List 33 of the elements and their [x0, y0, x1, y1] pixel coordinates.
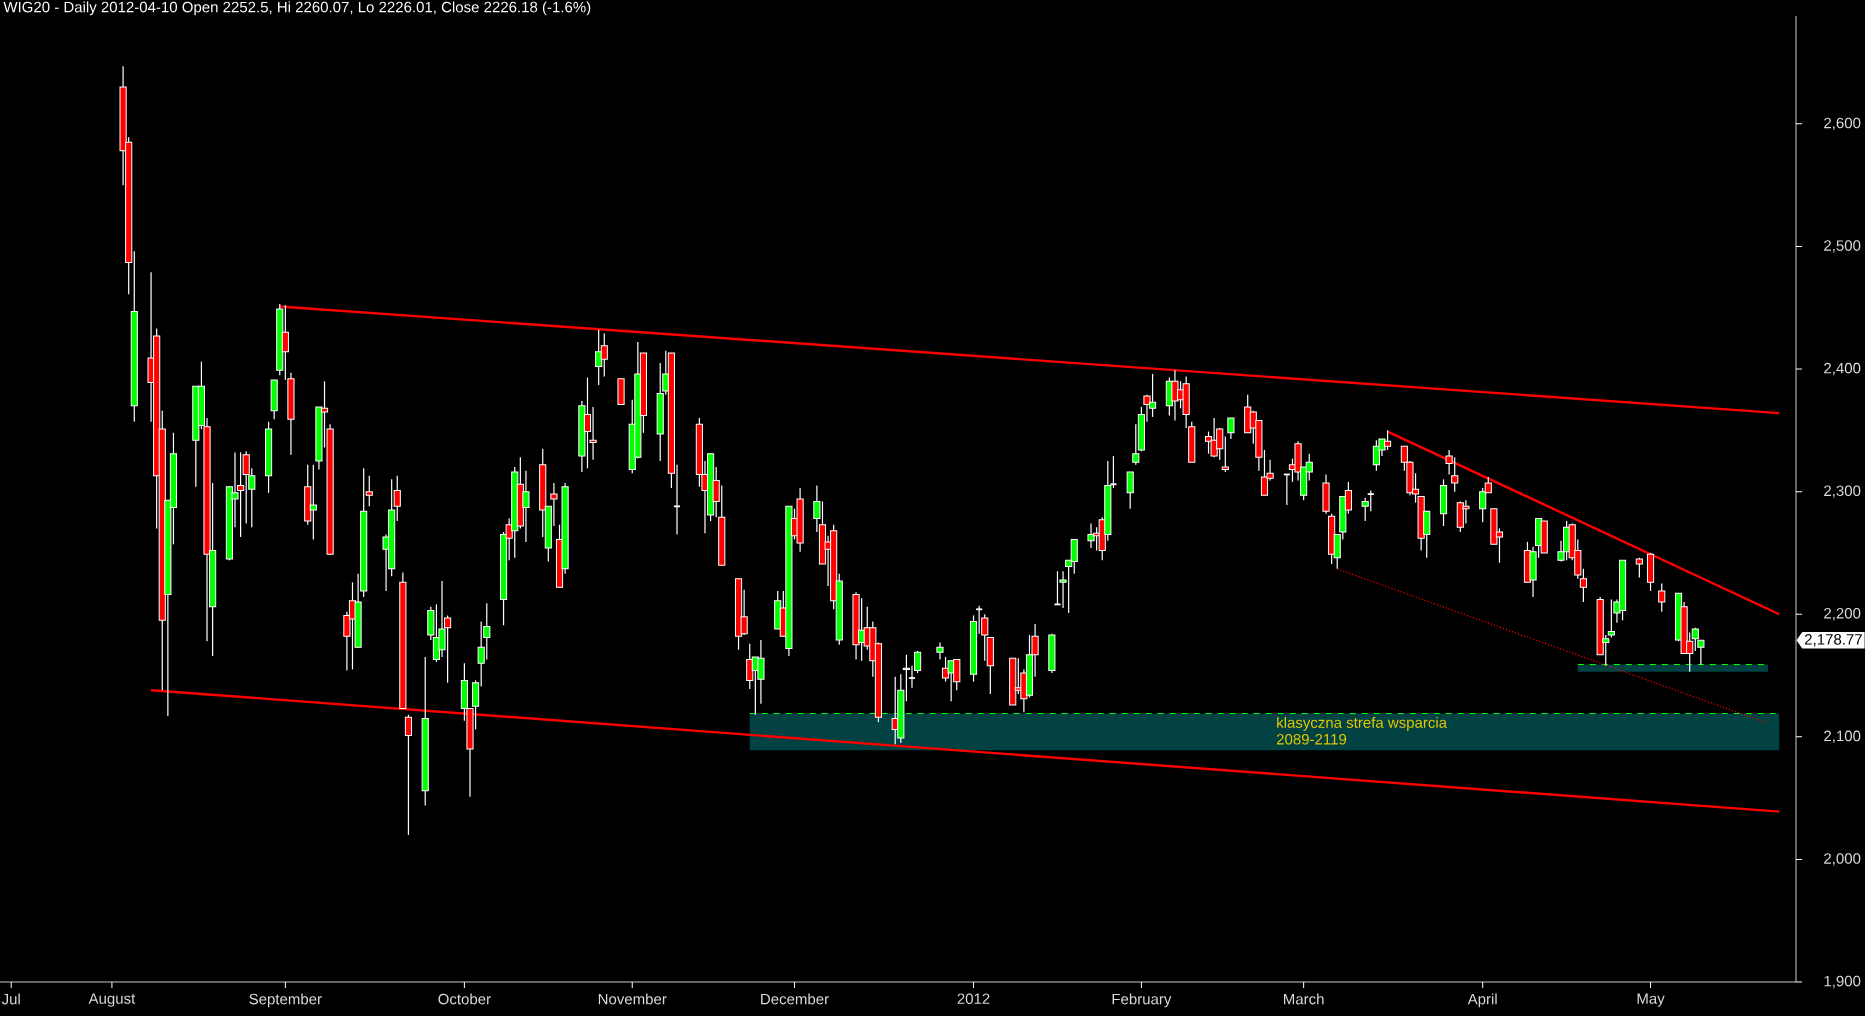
- candlestick: [1132, 423, 1140, 466]
- candlestick: [365, 475, 373, 507]
- candlestick: [936, 641, 944, 661]
- x-tick-label: August: [88, 993, 136, 1007]
- y-tick-label: 2,100: [1824, 730, 1861, 743]
- y-tick-label: 2,400: [1824, 362, 1861, 376]
- x-tick-label: September: [249, 993, 322, 1008]
- candlestick: [1126, 471, 1134, 510]
- x-tick-label: April: [1467, 993, 1497, 1008]
- x-tick-label: May: [1637, 993, 1665, 1007]
- y-tick-label: 2,600: [1824, 117, 1861, 131]
- x-tick-label: March: [1284, 993, 1324, 1005]
- annotation: klasyczna strefa wsparcia: [1277, 716, 1448, 731]
- y-tick-label: 2,500: [1824, 240, 1861, 253]
- x-tick-label: December: [761, 993, 829, 1005]
- text: 2,178.77: [1804, 634, 1862, 647]
- y-tick-label: 1,900: [1824, 975, 1861, 989]
- x-tick-label: October: [438, 993, 491, 1005]
- annotation: 2089-2119: [1276, 733, 1347, 745]
- candlestick: [404, 714, 413, 836]
- y-tick-label: 2,200: [1824, 608, 1861, 621]
- x-tick-label: Jul: [1, 993, 20, 1005]
- x-tick-label: February: [1112, 993, 1172, 1008]
- candlestick: [1227, 417, 1235, 440]
- x-tick-label: November: [598, 993, 667, 1005]
- y-tick-label: 2,300: [1824, 485, 1861, 498]
- chart-title: WIG20 - Daily 2012-04-10 Open 2252.5, Hi 2260.07, Lo 2226.01, Close 2226.18 (-1.6%): [3, 1, 591, 16]
- candlestick: [1087, 522, 1095, 549]
- x-tick-label: 2012: [957, 993, 990, 1005]
- candlestick: [1658, 582, 1666, 613]
- y-tick-label: 2,000: [1824, 853, 1861, 866]
- candlestick: [393, 475, 401, 522]
- candlestick: [1221, 435, 1229, 473]
